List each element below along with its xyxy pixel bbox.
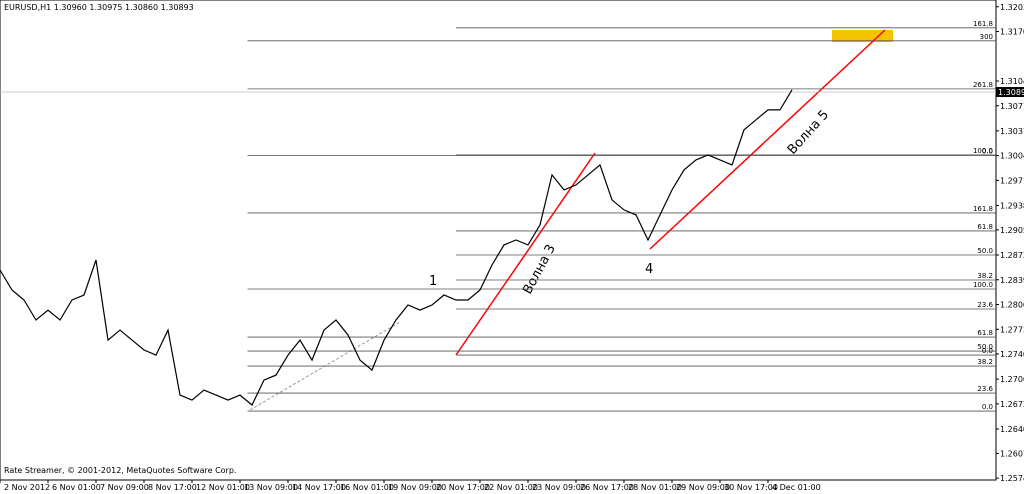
fib-label: 0.0 [982, 347, 993, 355]
wave-5-line [649, 29, 886, 250]
x-tick-label: 7 Nov 09:00 [100, 483, 149, 492]
x-tick-label: 4 Dec 01:00 [772, 483, 821, 492]
x-tick-label: 29 Nov 09:00 [676, 483, 730, 492]
fib-label: 38.2 [977, 358, 993, 366]
y-tick-label: 1.30375 [1000, 127, 1024, 136]
price-line [0, 89, 793, 406]
x-tick-label: 12 Nov 01:00 [196, 483, 250, 492]
y-tick-label: 1.32030 [1000, 3, 1024, 12]
fib-label: 100.0 [973, 281, 993, 289]
fib-label: 61.8 [977, 223, 993, 231]
fib-label: 0.0 [982, 148, 993, 156]
current-price-box [996, 87, 1024, 98]
y-tick-label: 1.26075 [1000, 449, 1024, 458]
fib-label: 38.2 [977, 272, 993, 280]
x-tick-label: 26 Nov 17:00 [580, 483, 634, 492]
x-tick-label: 13 Nov 09:00 [244, 483, 298, 492]
y-tick-label: 1.30710 [1000, 102, 1024, 111]
y-tick-label: 1.29055 [1000, 226, 1024, 235]
plot-area [0, 0, 997, 481]
x-tick-label: 8 Nov 17:00 [148, 483, 197, 492]
y-tick-label: 1.26735 [1000, 400, 1024, 409]
y-tick-label: 1.27065 [1000, 375, 1024, 384]
fib-label: 61.8 [977, 329, 993, 337]
y-tick-label: 1.25745 [1000, 474, 1024, 483]
x-tick-label: 28 Nov 01:00 [628, 483, 682, 492]
y-tick-label: 1.28390 [1000, 276, 1024, 285]
y-tick-label: 1.29715 [1000, 176, 1024, 185]
x-tick-label: 30 Nov 17:00 [724, 483, 778, 492]
fib-label: 100.0 [973, 147, 993, 155]
y-tick-label: 1.27730 [1000, 325, 1024, 334]
x-tick-label: 22 Nov 01:00 [484, 483, 538, 492]
y-tick-label: 1.29380 [1000, 202, 1024, 211]
target-zone [832, 30, 893, 42]
chart-title: EURUSD,H1 1.30960 1.30975 1.30860 1.3089… [4, 3, 194, 12]
fib-label: 161.8 [973, 20, 993, 28]
y-tick-label: 1.30045 [1000, 152, 1024, 161]
fib-label: 0.0 [982, 403, 993, 411]
x-tick-label: 20 Nov 17:00 [436, 483, 490, 492]
wave-label: 1 [429, 274, 437, 289]
x-tick-label: 14 Nov 17:00 [292, 483, 346, 492]
y-tick-label: 1.31700 [1000, 28, 1024, 37]
x-tick-label: 23 Nov 09:00 [532, 483, 586, 492]
fib-label: 300 [980, 33, 993, 41]
y-tick-label: 1.28720 [1000, 251, 1024, 260]
y-tick-label: 1.31040 [1000, 77, 1024, 86]
y-tick-label: 1.27400 [1000, 350, 1024, 359]
fib-label: 261.8 [973, 81, 993, 89]
y-tick-label: 1.28060 [1000, 301, 1024, 310]
x-tick-label: 2 Nov 2012 [4, 483, 50, 492]
fib-label: 23.6 [977, 301, 993, 309]
fib-label: 50.0 [977, 247, 993, 255]
y-tick-label: 1.26400 [1000, 425, 1024, 434]
wave-label: 4 [645, 262, 653, 277]
current-price-label: 1.30893 [998, 88, 1024, 97]
footer: Rate Streamer, © 2001-2012, MetaQuotes S… [4, 466, 236, 475]
x-tick-label: 19 Nov 09:00 [388, 483, 442, 492]
fib-label: 23.6 [977, 385, 993, 393]
fib-label: 50.0 [977, 343, 993, 351]
fib-label: 161.8 [973, 205, 993, 213]
x-tick-label: 6 Nov 01:00 [52, 483, 101, 492]
x-tick-label: 16 Nov 01:00 [340, 483, 394, 492]
